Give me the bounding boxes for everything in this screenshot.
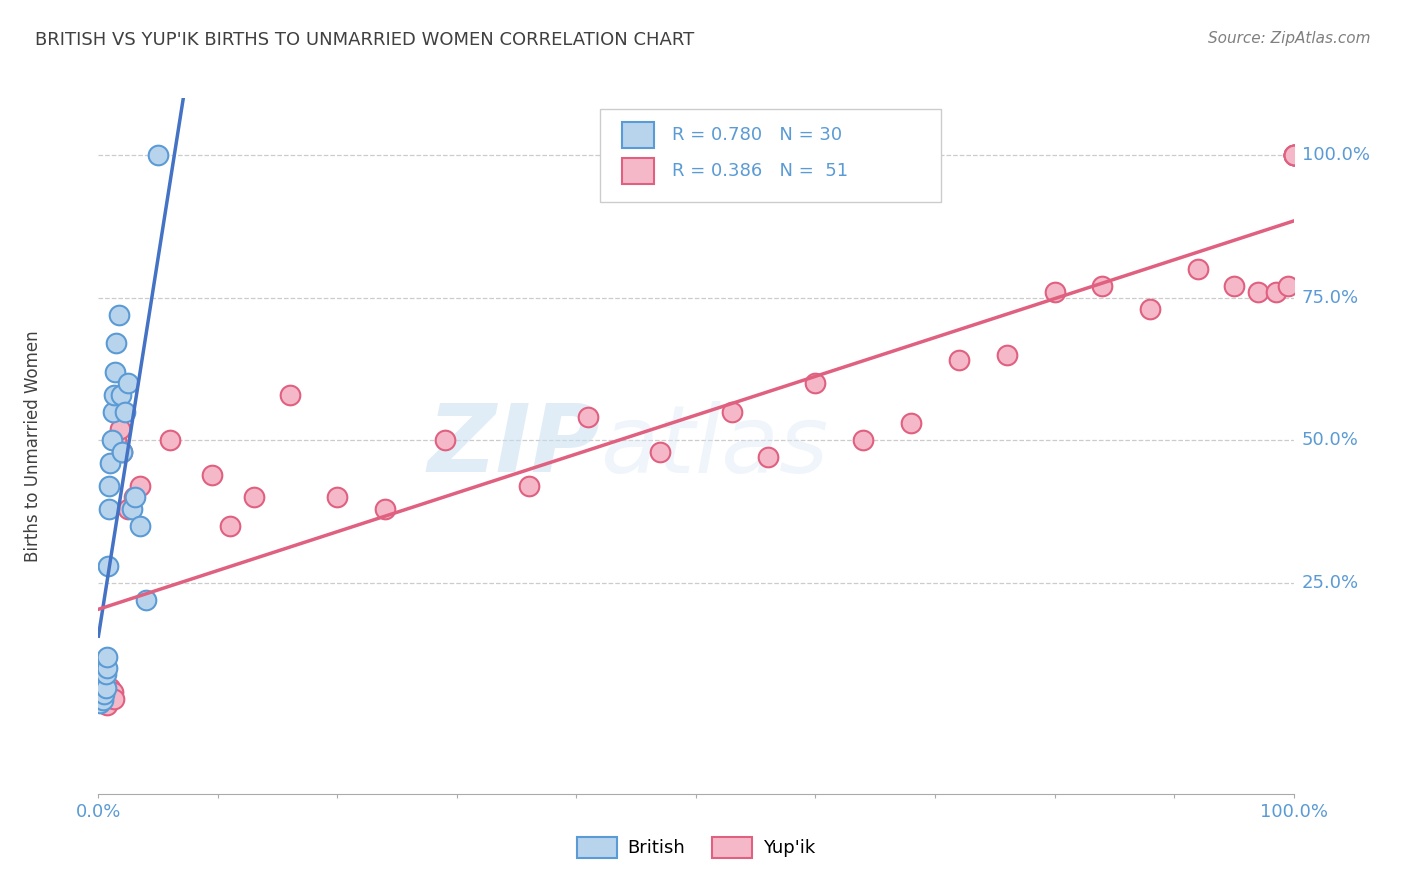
Point (94, 681, 117, 696)
Point (117, 376, 139, 391)
Point (96, 650, 118, 665)
Point (995, 348, 1018, 362)
Legend: British, Yup'ik: British, Yup'ik (569, 830, 823, 865)
Text: ZIP: ZIP (427, 400, 600, 492)
Point (89, 696, 111, 710)
Point (101, 685, 124, 699)
Point (159, 434, 181, 448)
Point (90, 690, 112, 704)
Point (100, 434, 122, 448)
Point (98, 681, 122, 696)
Point (91, 687, 114, 701)
Point (96, 698, 118, 713)
FancyBboxPatch shape (600, 109, 941, 202)
Point (94, 667, 117, 681)
Text: Source: ZipAtlas.com: Source: ZipAtlas.com (1208, 31, 1371, 46)
Point (219, 519, 242, 533)
Point (948, 353, 970, 368)
Point (93, 690, 115, 704)
Point (103, 692, 125, 706)
Point (243, 491, 266, 505)
Point (1043, 285, 1066, 299)
Point (129, 479, 152, 493)
Point (91, 684, 114, 698)
Point (1282, 148, 1305, 162)
Point (97, 558, 120, 573)
FancyBboxPatch shape (621, 122, 654, 148)
Point (201, 467, 224, 482)
Point (648, 444, 672, 458)
Point (108, 422, 131, 436)
Point (98, 479, 121, 493)
Point (105, 434, 128, 448)
Point (117, 501, 139, 516)
Point (756, 450, 779, 465)
Point (433, 434, 456, 448)
Point (1282, 148, 1305, 162)
Point (721, 405, 744, 419)
Point (107, 308, 129, 322)
Text: R = 0.386   N =  51: R = 0.386 N = 51 (672, 162, 848, 180)
Point (124, 491, 146, 505)
Point (517, 479, 540, 493)
Text: 25.0%: 25.0% (1302, 574, 1360, 592)
Point (374, 501, 396, 516)
Point (852, 434, 875, 448)
Text: 100.0%: 100.0% (1302, 146, 1369, 164)
Point (1246, 285, 1268, 299)
Point (91, 696, 114, 710)
Point (1187, 262, 1209, 277)
Text: R = 0.780   N = 30: R = 0.780 N = 30 (672, 126, 842, 144)
Point (121, 501, 143, 516)
Point (129, 519, 152, 533)
Point (103, 387, 125, 401)
Point (91, 693, 114, 707)
Point (105, 336, 128, 351)
Point (114, 405, 136, 419)
Point (1139, 302, 1161, 317)
Point (101, 405, 124, 419)
Point (89, 693, 111, 707)
FancyBboxPatch shape (621, 158, 654, 185)
Point (1091, 279, 1114, 293)
Point (900, 416, 922, 430)
Text: 50.0%: 50.0% (1302, 432, 1358, 450)
Point (1264, 285, 1286, 299)
Point (1282, 148, 1305, 162)
Point (97, 687, 120, 701)
Point (278, 387, 301, 401)
Point (1222, 279, 1246, 293)
Point (93, 673, 115, 687)
Point (1277, 279, 1299, 293)
Text: Births to Unmarried Women: Births to Unmarried Women (24, 330, 42, 562)
Point (100, 689, 122, 703)
Point (98, 684, 121, 698)
Point (124, 491, 146, 505)
Point (1282, 148, 1305, 162)
Point (91, 679, 114, 693)
Point (111, 444, 134, 458)
Text: 75.0%: 75.0% (1302, 289, 1360, 307)
Point (110, 387, 132, 401)
Text: atlas: atlas (600, 401, 828, 491)
Point (111, 444, 134, 458)
Point (93, 687, 115, 701)
Point (135, 593, 157, 607)
Point (326, 491, 349, 505)
Point (1282, 148, 1305, 162)
Point (804, 376, 827, 391)
Point (94, 693, 117, 707)
Point (96, 661, 118, 675)
Point (1282, 148, 1305, 162)
Point (148, 148, 170, 162)
Point (576, 410, 599, 425)
Point (98, 456, 122, 470)
Text: BRITISH VS YUP'IK BIRTHS TO UNMARRIED WOMEN CORRELATION CHART: BRITISH VS YUP'IK BIRTHS TO UNMARRIED WO… (35, 31, 695, 49)
Point (98, 501, 121, 516)
Point (104, 365, 127, 379)
Point (90, 690, 112, 704)
